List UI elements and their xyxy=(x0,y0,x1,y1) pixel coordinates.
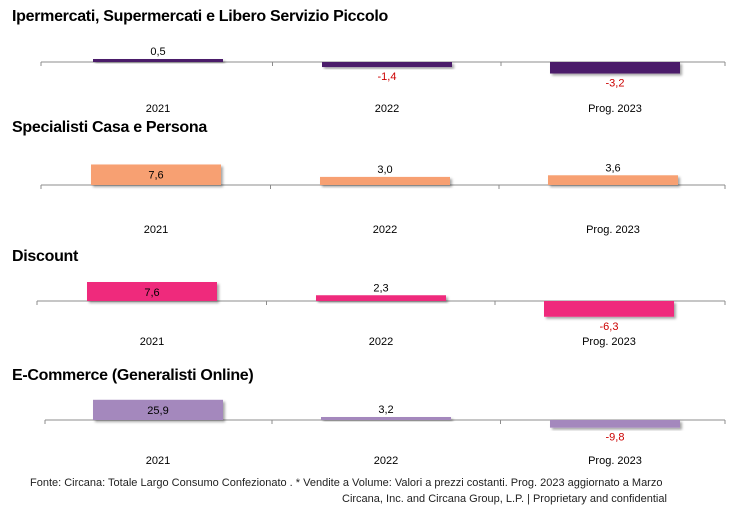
panel-title-ecommerce: E-Commerce (Generalisti Online) xyxy=(12,367,254,384)
category-label: 2022 xyxy=(369,336,393,348)
bar xyxy=(548,175,678,185)
category-label: 2022 xyxy=(375,103,399,115)
bar xyxy=(93,59,223,62)
data-label: 2,3 xyxy=(373,282,388,294)
data-label: -1,4 xyxy=(378,71,397,83)
panel-title-discount: Discount xyxy=(12,248,79,265)
bar xyxy=(550,420,680,428)
bar xyxy=(316,295,446,301)
category-label: Prog. 2023 xyxy=(586,224,640,236)
category-label: Prog. 2023 xyxy=(588,103,642,115)
data-label: 25,9 xyxy=(147,405,168,417)
data-label: -6,3 xyxy=(600,321,619,333)
category-label: 2022 xyxy=(373,224,397,236)
bar xyxy=(320,176,450,185)
category-label: 2021 xyxy=(144,224,168,236)
category-label: Prog. 2023 xyxy=(582,336,636,348)
data-label: 3,0 xyxy=(377,164,392,176)
bar xyxy=(550,62,680,74)
category-label: 2021 xyxy=(140,336,164,348)
data-label: 7,6 xyxy=(144,287,159,299)
panel-title-specialisti: Specialisti Casa e Persona xyxy=(12,119,207,136)
bar xyxy=(91,164,221,185)
bar xyxy=(93,399,223,420)
data-label: 7,6 xyxy=(148,169,163,181)
category-label: 2021 xyxy=(146,103,170,115)
data-label: 3,2 xyxy=(378,404,393,416)
category-label: 2021 xyxy=(146,455,170,467)
bar xyxy=(321,417,451,420)
data-label: 3,6 xyxy=(605,162,620,174)
category-label: 2022 xyxy=(374,455,398,467)
data-label: 0,5 xyxy=(150,46,165,58)
bar xyxy=(322,62,452,68)
data-label: -3,2 xyxy=(606,78,625,90)
data-label: -9,8 xyxy=(606,432,625,444)
footer-source: Fonte: Circana: Totale Largo Consumo Con… xyxy=(30,477,663,489)
panel-title-ipermercati: Ipermercati, Supermercati e Libero Servi… xyxy=(12,8,388,25)
footer-copyright: Circana, Inc. and Circana Group, L.P. | … xyxy=(342,493,667,505)
category-label: Prog. 2023 xyxy=(588,455,642,467)
bar xyxy=(87,282,217,301)
bar xyxy=(544,301,674,317)
